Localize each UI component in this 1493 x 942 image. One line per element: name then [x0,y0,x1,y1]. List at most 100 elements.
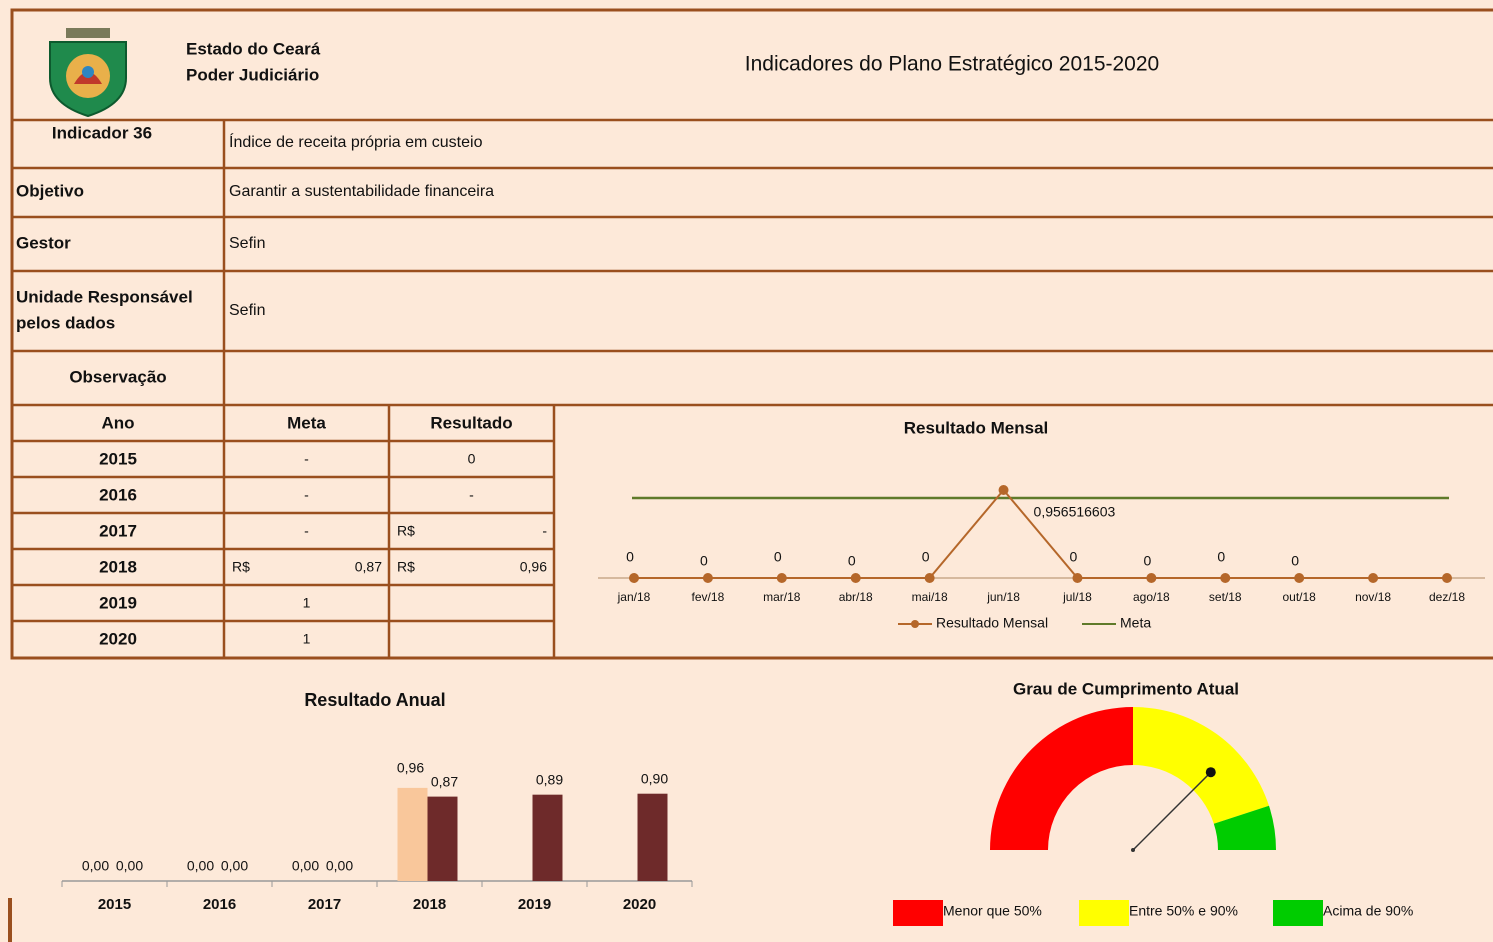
gauge-band [990,707,1133,850]
table-cell: 2019 [99,593,137,612]
table-cell: 1 [303,631,311,647]
point [998,485,1009,496]
info-label: Objetivo [16,181,84,200]
info-value: Índice de receita própria em custeio [229,132,483,151]
table-cell: 0,87 [355,559,382,575]
data-label: 0,00 [292,858,319,874]
legend-label: Acima de 90% [1323,903,1413,919]
bar [532,794,563,881]
point [850,573,861,583]
point [1146,573,1157,583]
legend-swatch [893,900,943,926]
table-header: Ano [101,413,134,432]
data-label: 0,00 [116,858,143,874]
data-label: 0 [1070,549,1078,565]
table-cell: 2015 [99,449,137,468]
table-cell: R$ [397,523,415,539]
table-cell: 2020 [99,629,137,648]
info-value: Sefin [229,302,265,319]
legend-label: Resultado Mensal [936,615,1048,631]
x-tick-label: 2020 [623,896,656,913]
x-tick-label: dez/18 [1429,590,1465,604]
point [1368,573,1379,583]
data-label: 0,90 [641,770,668,786]
needle-hub [1131,848,1135,852]
point [629,573,639,583]
legend-swatch [1079,900,1129,926]
data-label: 0 [1291,553,1299,569]
table-cell: - [304,451,309,467]
point [1442,573,1452,583]
data-label: 0,956516603 [1034,504,1116,520]
table-lines [8,8,1493,942]
table-cell: 2017 [99,521,137,540]
gauge-needle [1132,771,1212,851]
bar [427,796,458,881]
info-value: Garantir a sustentabilidade financeira [229,183,494,200]
x-tick-label: ago/18 [1133,590,1170,604]
data-label: 0,96 [397,760,424,776]
x-tick-label: 2016 [203,896,236,913]
table-cell: - [304,523,309,539]
info-label: Indicador 36 [52,123,152,142]
info-label: pelos dados [16,313,115,332]
data-label: 0 [1143,553,1151,569]
legend-label: Meta [1120,615,1151,631]
bar [637,793,668,881]
data-label: 0 [626,549,634,565]
point [702,573,713,583]
needle-tip [1205,767,1216,778]
data-label: 0,89 [536,771,563,787]
x-tick-label: set/18 [1209,590,1242,604]
legend-label: Entre 50% e 90% [1129,903,1238,919]
legend-label: Menor que 50% [943,903,1042,919]
table-header: Resultado [430,413,512,432]
point [1294,573,1305,583]
x-tick-label: out/18 [1282,590,1316,604]
data-label: 0 [922,549,930,565]
x-tick-label: mai/18 [912,590,948,604]
x-tick-label: jul/18 [1062,590,1092,604]
chart-title: Resultado Anual [304,690,445,710]
logo [49,28,127,118]
legend-swatch [911,620,919,628]
point [776,573,787,583]
data-label: 0,00 [326,858,353,874]
data-label: 0,87 [431,773,458,789]
point [1220,573,1231,583]
org-name: Estado do Ceará [186,39,321,58]
bar [397,787,428,881]
x-tick-label: 2019 [518,896,551,913]
data-label: 0 [700,553,708,569]
data-label: 0,00 [221,858,248,874]
chart-title: Resultado Mensal [904,418,1049,437]
table-cell: 2018 [99,557,137,576]
x-tick-label: 2015 [98,896,131,913]
chart-title: Grau de Cumprimento Atual [1013,679,1239,698]
x-tick-label: abr/18 [839,590,873,604]
data-label: 0,00 [82,858,109,874]
report-title: Indicadores do Plano Estratégico 2015-20… [745,53,1159,76]
x-tick-label: 2017 [308,896,341,913]
table-cell: - [542,523,547,539]
legend-swatch [1273,900,1323,926]
table-header: Meta [287,413,326,432]
data-label: 0 [848,553,856,569]
info-label: Unidade Responsável [16,287,193,306]
x-tick-label: nov/18 [1355,590,1391,604]
gauge-band [1133,707,1270,824]
data-label: 0,00 [187,858,214,874]
gauge-band [1213,805,1276,850]
data-label: 0 [774,549,782,565]
table-cell: 1 [303,595,311,611]
x-tick-label: mar/18 [763,590,801,604]
point [924,573,935,583]
x-tick-label: jun/18 [986,590,1020,604]
org-name: Poder Judiciário [186,65,319,84]
table-cell: - [304,487,309,503]
table-cell: 0 [468,451,476,467]
info-label: Gestor [16,233,71,252]
info-label: Observação [69,367,166,386]
